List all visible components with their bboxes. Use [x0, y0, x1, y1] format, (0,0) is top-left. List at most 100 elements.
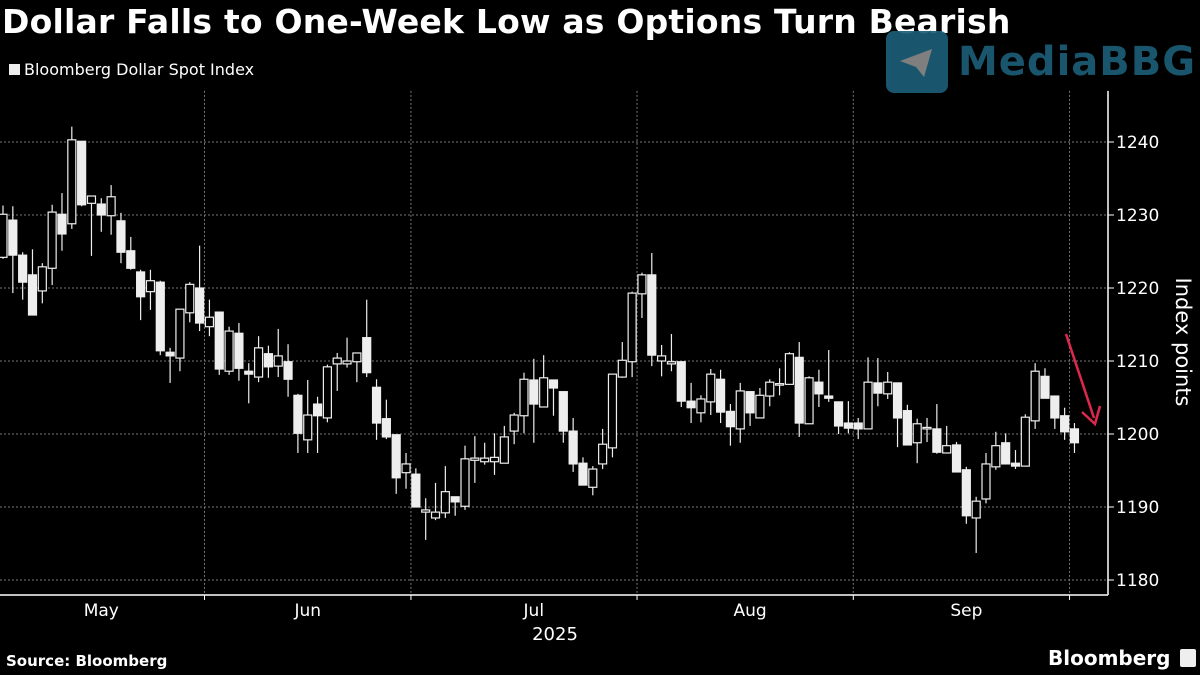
candle-body — [1060, 415, 1070, 433]
candle-body — [529, 379, 539, 405]
candle-body — [568, 430, 578, 465]
source-note: Source: Bloomberg — [6, 652, 168, 670]
x-tick-label: Aug — [733, 601, 766, 621]
candle-body — [470, 457, 480, 461]
candle-body — [1069, 428, 1080, 444]
candle-body — [86, 195, 97, 204]
candle-body — [244, 370, 254, 375]
x-tick-label: May — [84, 601, 119, 621]
candle-down — [686, 382, 696, 424]
candle-down — [136, 269, 146, 321]
candle-body — [1040, 375, 1050, 399]
x-tick-label: Jun — [293, 601, 321, 621]
candle-body — [293, 394, 303, 434]
y-tick-label: 1190 — [1116, 498, 1159, 518]
candle-body — [647, 274, 657, 356]
candle-body — [224, 330, 234, 372]
candle-body — [8, 219, 18, 256]
candle-body — [942, 445, 952, 454]
candle-up — [765, 379, 775, 407]
candle-up — [480, 442, 490, 465]
candle-down — [1001, 433, 1011, 465]
candle-down — [411, 468, 421, 508]
candle-up — [322, 364, 332, 423]
candle-up — [224, 326, 234, 375]
candle-down — [362, 299, 372, 378]
candle-body — [715, 378, 726, 413]
candle-up — [657, 344, 667, 377]
candle-down — [558, 391, 568, 443]
candle-body — [853, 422, 863, 430]
candle-up — [470, 436, 480, 483]
candle-up — [784, 352, 795, 385]
candle-down — [391, 434, 401, 494]
candle-body — [371, 386, 382, 424]
bloomberg-brand: Bloomberg — [1048, 646, 1197, 670]
candle-body — [922, 426, 932, 430]
candle-down — [853, 417, 863, 440]
candle-body — [932, 428, 942, 453]
annotation-arrow — [1064, 333, 1102, 427]
candle-down — [8, 206, 18, 294]
candle-down — [27, 249, 38, 316]
candle-down — [126, 236, 136, 270]
candle-body — [863, 381, 873, 430]
candle-body — [499, 436, 509, 464]
candle-up — [1020, 414, 1030, 467]
candle-body — [666, 361, 677, 365]
candle-up — [637, 272, 647, 318]
candle-down — [234, 323, 244, 381]
candle-body — [706, 373, 716, 403]
candle-body — [991, 445, 1001, 468]
candle-body — [460, 458, 470, 507]
candle-down — [96, 198, 106, 232]
candle-body — [1030, 370, 1040, 422]
candle-down — [529, 358, 539, 443]
candle-up — [696, 395, 706, 423]
candle-up — [1030, 363, 1040, 429]
candle-up — [706, 369, 716, 416]
candle-body — [47, 211, 57, 269]
candle-up — [303, 379, 313, 453]
bloomberg-chart-icon — [1180, 649, 1197, 667]
candle-body — [804, 377, 814, 425]
candle-body — [912, 423, 922, 444]
candle-down — [1069, 423, 1080, 453]
candle-up — [755, 388, 765, 419]
candle-down — [195, 245, 205, 332]
candle-body — [450, 496, 460, 503]
candle-down — [1010, 450, 1021, 470]
y-tick-label: 1230 — [1116, 206, 1159, 226]
candle-up — [352, 352, 362, 383]
candle-down — [1050, 395, 1060, 429]
candle-up — [863, 357, 873, 430]
candle-down — [116, 212, 126, 264]
candle-down — [450, 496, 460, 516]
candle-up — [0, 205, 8, 259]
candle-body — [607, 373, 618, 449]
candle-body — [588, 468, 598, 488]
candle-body — [27, 274, 38, 316]
y-tick-label: 1180 — [1116, 571, 1159, 591]
chart-title: Dollar Falls to One-Week Low as Options … — [2, 2, 1011, 41]
candle-up — [273, 328, 283, 378]
candle-up — [598, 428, 608, 470]
candle-body — [440, 491, 450, 514]
candle-down — [745, 391, 755, 426]
candle-down — [381, 399, 391, 440]
candle-up — [86, 195, 97, 256]
candle-body — [824, 395, 834, 399]
candle-up — [342, 337, 352, 368]
candle-body — [1020, 416, 1030, 467]
candle-body — [971, 500, 981, 519]
candle-body — [175, 308, 185, 359]
candle-body — [833, 401, 844, 427]
candle-up — [47, 204, 57, 286]
candle-body — [185, 283, 195, 314]
candle-body — [676, 361, 686, 402]
candle-down — [647, 252, 657, 367]
candle-down — [961, 466, 971, 524]
candle-body — [312, 403, 323, 417]
candle-up — [499, 425, 509, 464]
candle-body — [391, 434, 401, 479]
